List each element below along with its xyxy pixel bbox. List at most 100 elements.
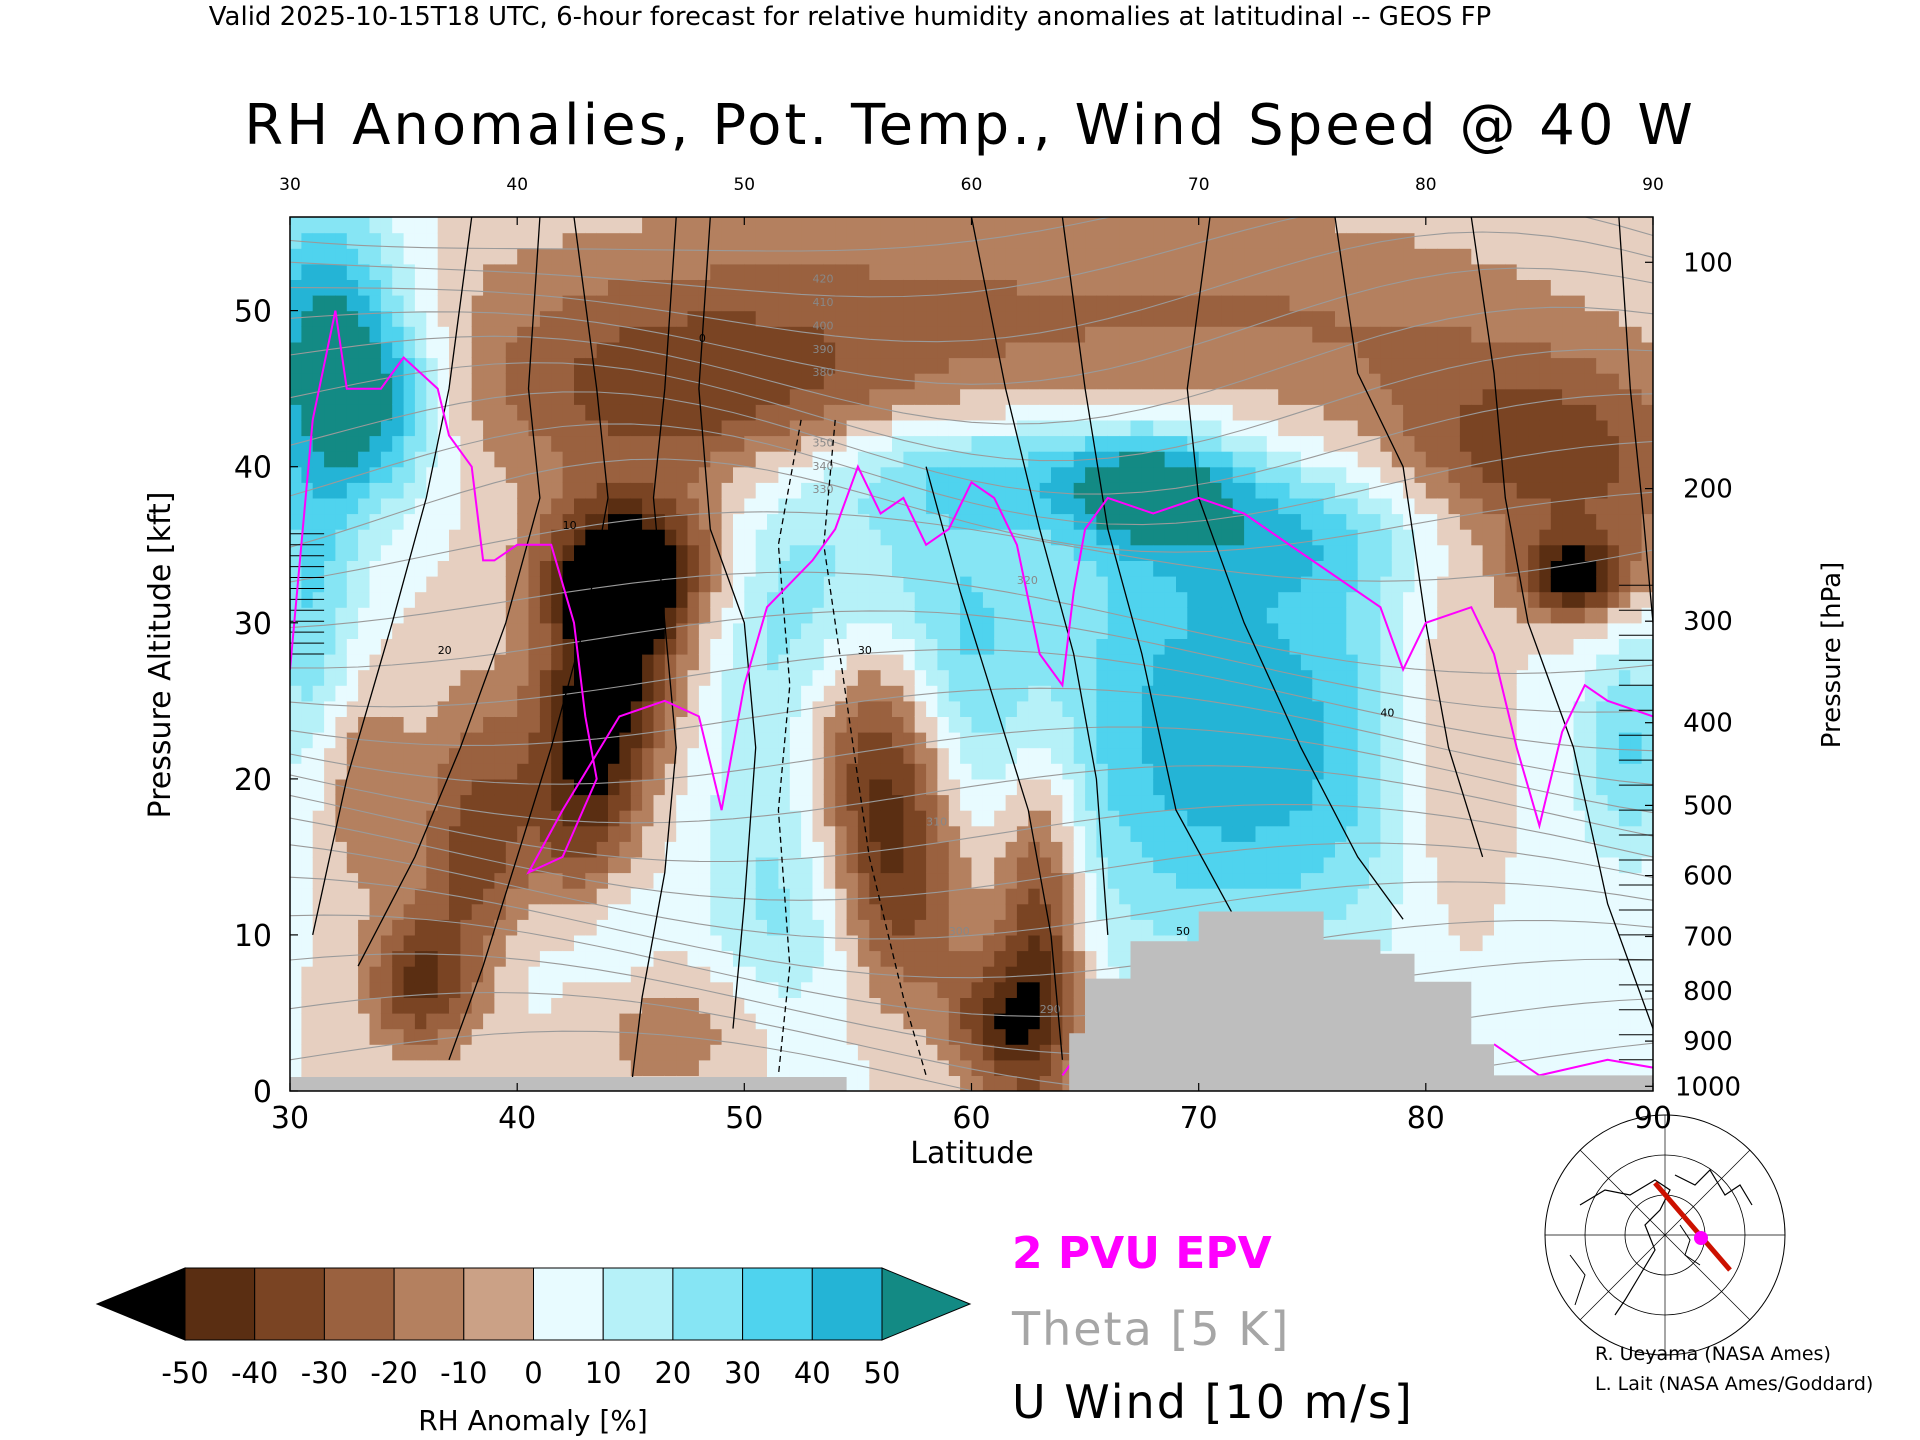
rh-cell: [312, 217, 325, 234]
rh-cell: [562, 419, 575, 437]
rh-cell: [562, 326, 575, 343]
rh-cell: [414, 919, 427, 936]
rh-cell: [574, 326, 586, 343]
rh-cell: [755, 232, 768, 249]
rh-cell: [892, 1075, 904, 1091]
rh-cell: [812, 1059, 825, 1076]
rh-cell: [733, 794, 745, 811]
rh-cell: [744, 248, 757, 265]
rh-cell: [755, 841, 768, 858]
rh-cell: [414, 560, 427, 577]
rh-cell: [1119, 419, 1132, 437]
rh-cell: [767, 794, 779, 811]
rh-cell: [664, 778, 677, 796]
rh-cell: [1051, 310, 1063, 327]
rh-cell: [892, 279, 904, 296]
rh-cell: [483, 357, 496, 374]
rh-cell: [926, 576, 939, 593]
rh-cell: [528, 513, 541, 530]
rh-cell: [1232, 263, 1245, 280]
rh-cell: [869, 1044, 882, 1061]
rh-cell: [778, 638, 791, 655]
rh-cell: [778, 404, 791, 421]
rh-cell: [926, 747, 939, 764]
rh-cell: [960, 934, 973, 952]
rh-cell: [744, 747, 757, 764]
rh-cell: [630, 295, 643, 312]
rh-cell: [1232, 373, 1245, 390]
rh-cell: [880, 732, 893, 749]
rh-cell: [835, 544, 848, 561]
rh-cell: [290, 482, 302, 499]
rh-cell: [642, 638, 655, 655]
rh-cell: [926, 357, 939, 374]
rh-cell: [380, 576, 393, 593]
rh-cell: [1141, 747, 1154, 764]
rh-cell: [1232, 763, 1245, 780]
rh-cell: [494, 966, 507, 983]
rh-cell: [1051, 856, 1063, 874]
rh-cell: [948, 466, 961, 483]
rh-cell: [869, 825, 882, 842]
rh-cell: [869, 248, 882, 265]
rh-cell: [517, 950, 530, 967]
rh-cell: [335, 638, 348, 655]
rh-cell: [505, 981, 518, 998]
rh-cell: [290, 1028, 302, 1045]
rh-cell: [426, 435, 439, 452]
rh-cell: [1016, 419, 1029, 437]
rh-cell: [494, 622, 507, 639]
rh-cell: [517, 888, 530, 905]
rh-cell: [937, 950, 950, 967]
rh-cell: [380, 1044, 393, 1061]
rh-cell: [733, 373, 745, 390]
rh-cell: [857, 310, 870, 327]
rh-cell: [1005, 279, 1018, 296]
rh-cell: [437, 763, 450, 780]
rh-cell: [982, 747, 995, 764]
rh-cell: [483, 248, 496, 265]
rh-cell: [562, 435, 575, 452]
rh-cell: [767, 248, 779, 265]
rh-cell: [1221, 529, 1234, 546]
rh-cell: [483, 544, 496, 561]
rh-cell: [721, 279, 734, 296]
rh-cell: [960, 560, 973, 577]
rh-cell: [960, 841, 973, 858]
rh-cell: [1221, 232, 1234, 249]
rh-cell: [903, 341, 916, 359]
rh-cell: [1016, 232, 1029, 249]
rh-cell: [903, 794, 916, 811]
rh-cell: [914, 700, 927, 717]
rh-cell: [767, 232, 779, 249]
rh-cell: [1016, 997, 1029, 1014]
rh-cell: [1176, 513, 1188, 530]
rh-cell: [653, 263, 666, 280]
rh-cell: [687, 326, 700, 343]
rh-cell: [948, 919, 961, 936]
rh-cell: [744, 576, 757, 593]
rh-cell: [710, 934, 723, 952]
rh-cell: [301, 341, 314, 359]
rh-cell: [539, 888, 552, 905]
rh-cell: [1096, 872, 1109, 889]
rh-cell: [1221, 357, 1234, 374]
rh-cell: [653, 1044, 666, 1061]
rh-cell: [449, 997, 461, 1014]
rh-cell: [380, 591, 393, 608]
rh-cell: [551, 872, 564, 889]
rh-cell: [687, 576, 700, 593]
rh-cell: [1210, 373, 1222, 390]
rh-cell: [312, 622, 325, 639]
rh-cell: [687, 903, 700, 920]
rh-cell: [937, 778, 950, 796]
rh-cell: [460, 1013, 473, 1030]
rh-cell: [1289, 622, 1302, 639]
rh-cell: [1005, 607, 1018, 624]
rh-cell: [914, 310, 927, 327]
rh-cell: [324, 1044, 337, 1061]
rh-cell: [1085, 825, 1098, 842]
rh-cell: [1198, 373, 1211, 390]
rh-cell: [733, 576, 745, 593]
rh-cell: [755, 607, 768, 624]
